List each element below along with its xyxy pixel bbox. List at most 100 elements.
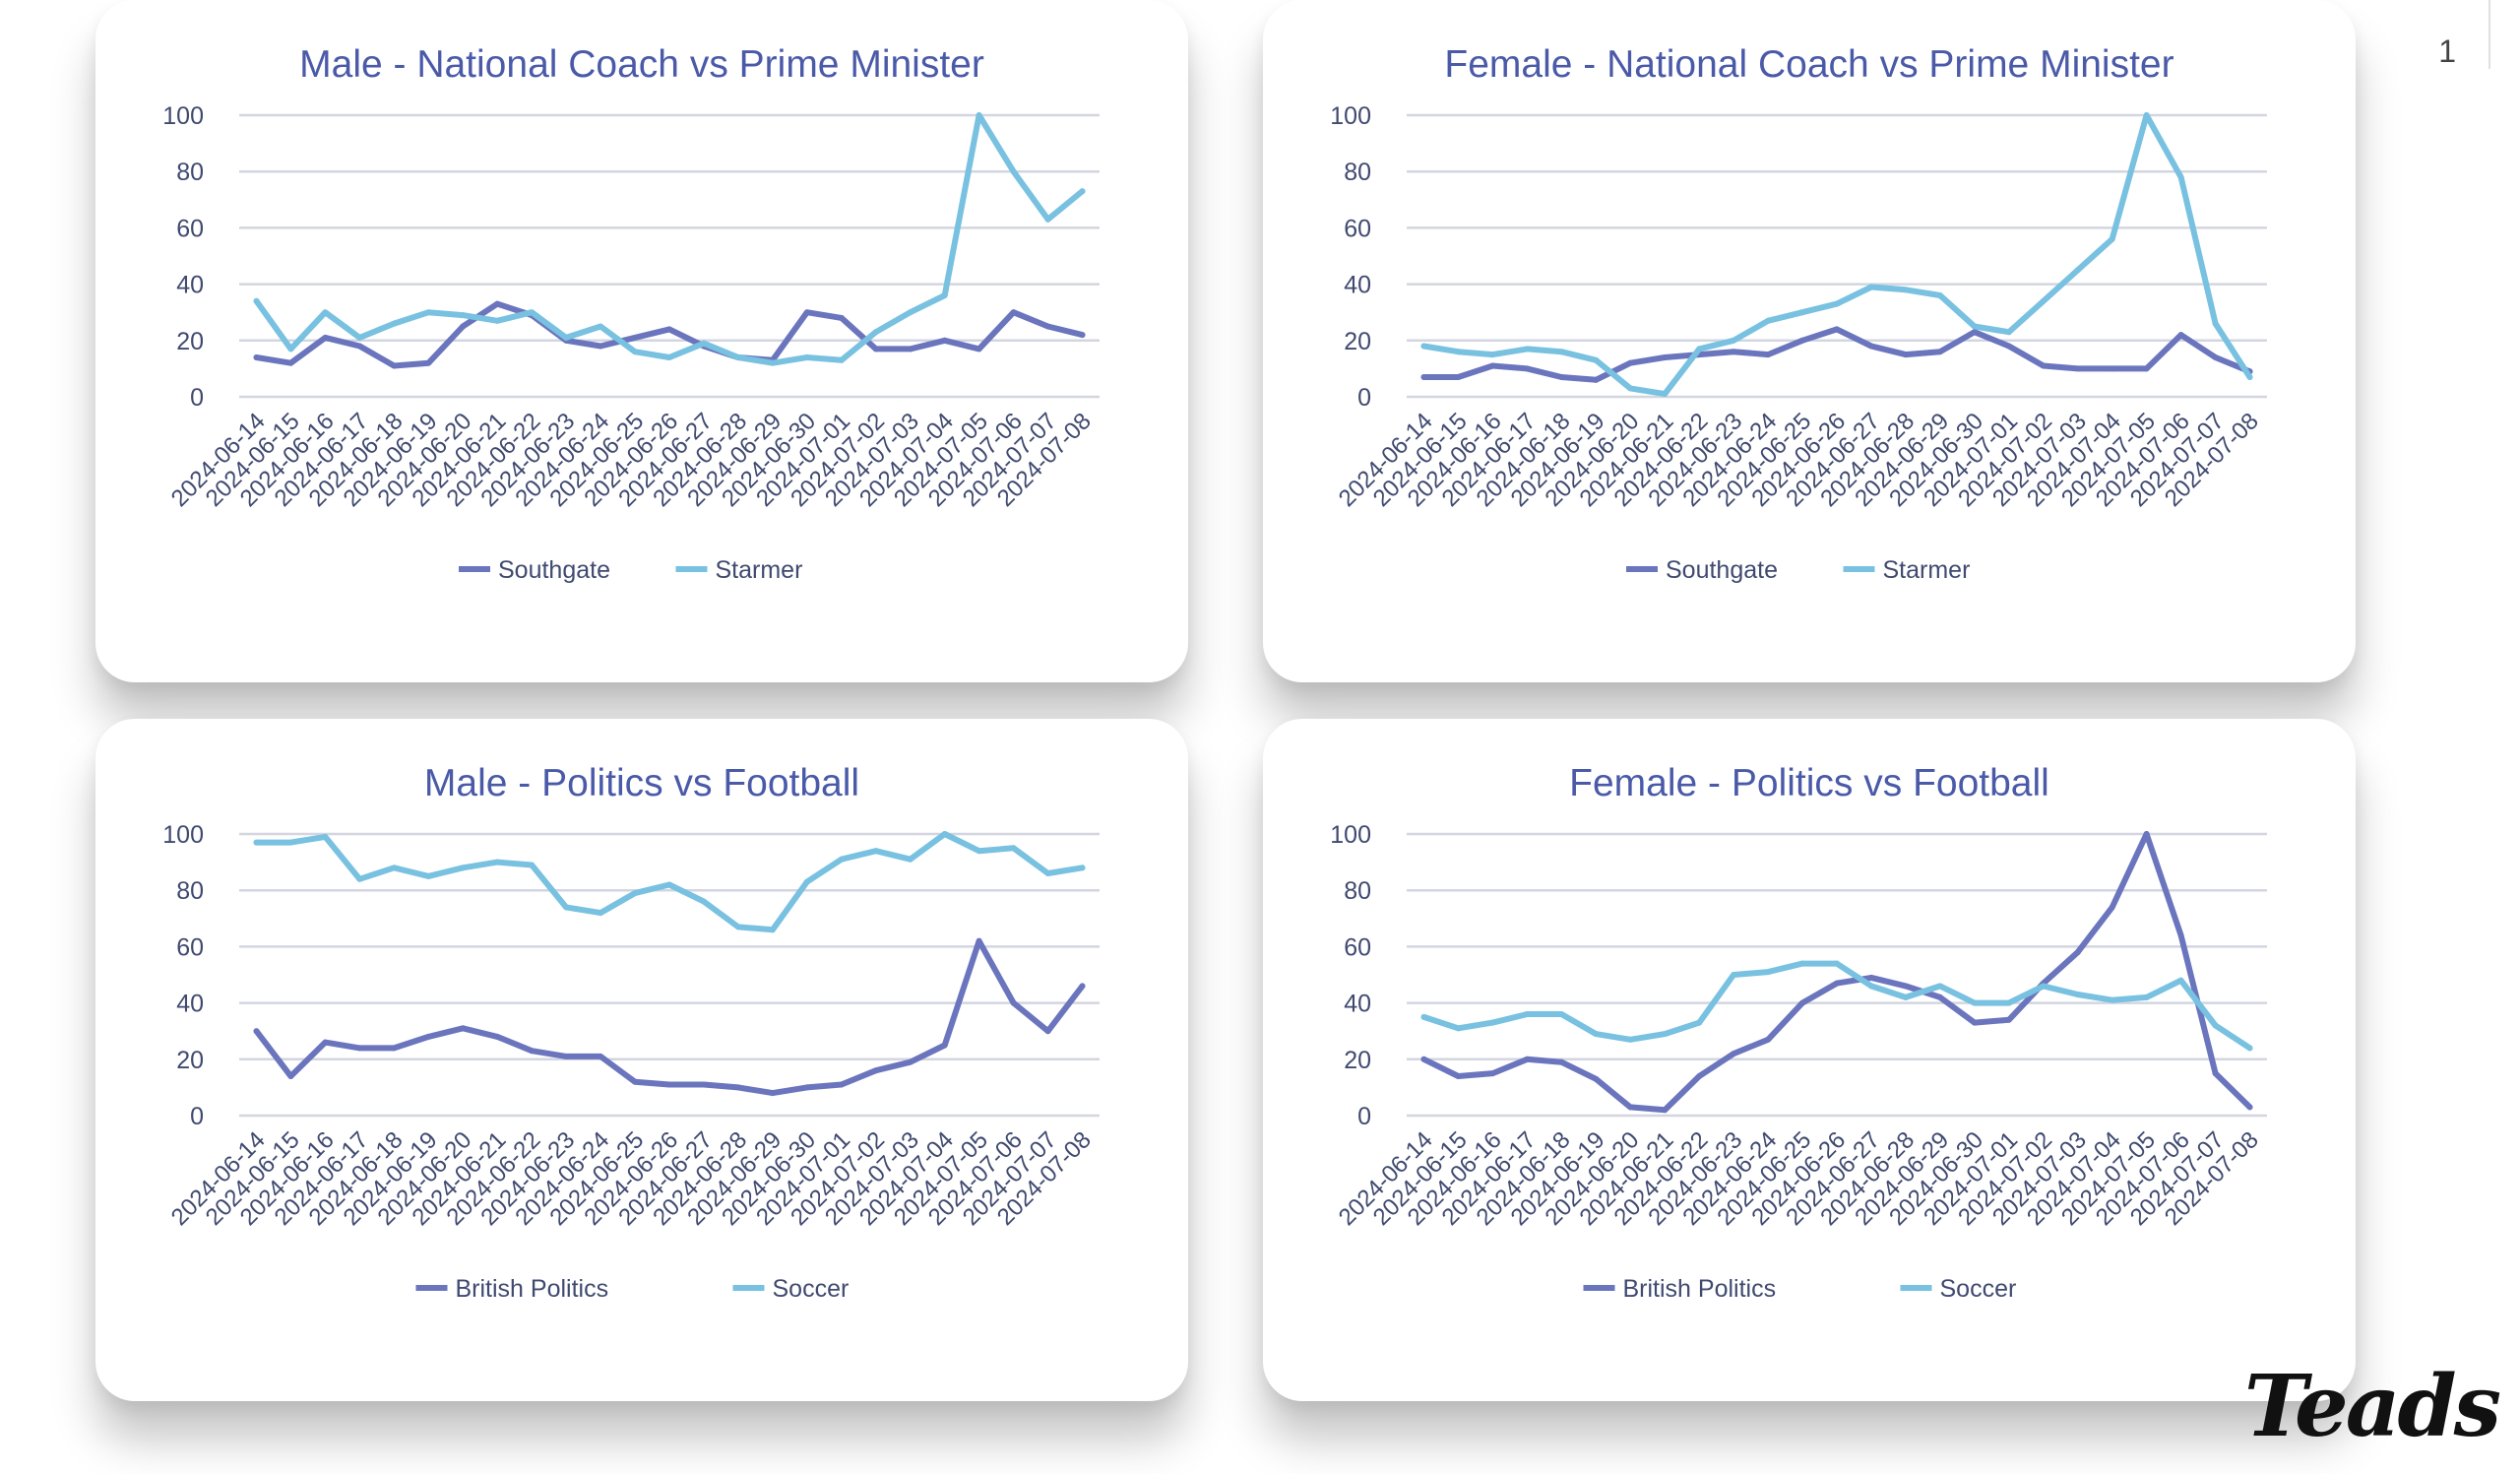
chart-female-politics-vs-football: Female - Politics vs Football 0 20 40 60 80 10… (1330, 762, 2267, 1303)
data-point (391, 1045, 398, 1052)
data-point (838, 1081, 845, 1088)
data-point (494, 300, 501, 307)
y-tick-label: 100 (162, 102, 204, 130)
data-point (1765, 1036, 1772, 1043)
data-point (598, 1053, 604, 1059)
data-point (1044, 870, 1051, 877)
data-point (1558, 373, 1565, 380)
data-point (1936, 983, 1943, 990)
data-point (872, 848, 879, 855)
data-point (1420, 373, 1427, 380)
data-point (666, 326, 672, 333)
data-point (734, 1084, 741, 1091)
y-tick-label: 60 (1344, 215, 1371, 242)
y-tick-label: 80 (176, 877, 204, 905)
data-point (907, 346, 914, 352)
chart-title: Male - Politics vs Football (424, 762, 859, 804)
y-tick-label: 20 (176, 1047, 204, 1074)
data-point (1010, 309, 1017, 316)
data-point (2177, 977, 2184, 984)
data-point (1834, 326, 1840, 333)
data-point (2143, 993, 2150, 1000)
series-line-southgate (1420, 326, 2253, 383)
chart-male-politics-vs-football: Male - Politics vs Football0204060801002… (162, 762, 1100, 1303)
data-point (1079, 865, 1086, 871)
data-point (529, 1048, 536, 1055)
data-point (1044, 1028, 1051, 1035)
y-tick-label: 0 (1357, 1103, 1371, 1130)
data-point (1627, 385, 1634, 392)
data-point (253, 1028, 260, 1035)
data-point (976, 937, 982, 944)
data-point (1489, 1070, 1496, 1077)
data-point (1662, 391, 1669, 398)
data-point (1662, 1107, 1669, 1114)
data-point (2177, 332, 2184, 339)
data-point (2212, 320, 2219, 327)
data-point (1558, 1011, 1565, 1018)
data-point (1834, 980, 1840, 987)
data-point (2109, 996, 2115, 1003)
data-point (666, 881, 672, 888)
data-point (2109, 365, 2115, 372)
data-point (1971, 1019, 1978, 1026)
data-point (941, 292, 948, 299)
series-line-british-politics (1420, 831, 2253, 1114)
data-point (1867, 974, 1874, 981)
series-line-starmer (1420, 112, 2253, 398)
legend-label: British Politics (1623, 1275, 1777, 1303)
data-point (425, 359, 432, 366)
data-point (2005, 343, 2012, 350)
y-tick-label: 80 (1344, 159, 1371, 186)
data-point (700, 898, 707, 905)
data-point (872, 329, 879, 336)
data-point (1867, 343, 1874, 350)
legend-label: Soccer (773, 1275, 850, 1303)
data-point (425, 1033, 432, 1040)
data-point (322, 833, 329, 840)
data-point (1799, 999, 1806, 1006)
data-point (1731, 972, 1737, 978)
data-point (769, 1090, 776, 1097)
data-point (734, 924, 741, 930)
data-point (2177, 931, 2184, 938)
data-point (666, 1081, 672, 1088)
data-point (287, 839, 294, 846)
data-point (1489, 1019, 1496, 1026)
data-point (1593, 356, 1600, 363)
data-point (2005, 999, 2012, 1006)
data-point (1079, 983, 1086, 990)
legend-label: Starmer (716, 556, 803, 584)
data-point (2143, 365, 2150, 372)
y-tick-label: 20 (1344, 1047, 1371, 1074)
y-tick-label: 40 (1344, 272, 1371, 299)
data-point (253, 839, 260, 846)
y-tick-label: 0 (1357, 384, 1371, 412)
data-point (356, 343, 363, 350)
data-point (1455, 373, 1462, 380)
data-point (1936, 292, 1943, 299)
data-point (872, 1067, 879, 1074)
data-point (1593, 1031, 1600, 1038)
data-point (460, 323, 467, 330)
data-point (1455, 1072, 1462, 1079)
data-point (1765, 969, 1772, 976)
data-point (907, 309, 914, 316)
data-point (494, 317, 501, 324)
chart-title: Female - Politics vs Football (1569, 762, 2049, 804)
data-point (769, 927, 776, 933)
data-point (287, 1072, 294, 1079)
y-tick-label: 80 (176, 159, 204, 186)
data-point (1799, 309, 1806, 316)
y-tick-label: 60 (176, 933, 204, 961)
data-point (2177, 173, 2184, 180)
y-tick-label: 0 (190, 1103, 204, 1130)
data-point (253, 353, 260, 360)
data-point (1936, 349, 1943, 355)
data-point (563, 904, 570, 911)
data-point (1799, 337, 1806, 344)
data-point (494, 1033, 501, 1040)
data-point (632, 349, 639, 355)
data-point (1834, 960, 1840, 967)
legend-label: Starmer (1883, 556, 1971, 584)
